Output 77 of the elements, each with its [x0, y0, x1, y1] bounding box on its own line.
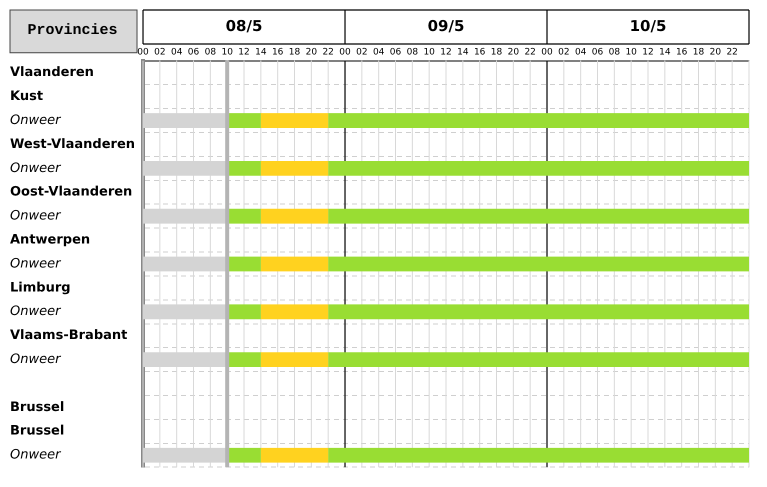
x-tick-label: 20: [306, 48, 318, 58]
y-tick-label: Oost-Vlaanderen: [10, 184, 132, 200]
x-tick-label: 22: [322, 48, 334, 58]
x-tick-label: 10: [625, 48, 638, 58]
x-tick-label: 08: [204, 48, 216, 58]
bar: [328, 352, 749, 368]
x-tick-label: 02: [356, 48, 368, 58]
x-tick-label: 14: [659, 48, 671, 58]
x-tick-label: 16: [474, 48, 486, 58]
bar: [328, 256, 749, 272]
x-tick-label: 00: [339, 48, 352, 58]
x-tick-label: 06: [188, 48, 200, 58]
bar: [328, 448, 749, 463]
x-tick-label: 06: [390, 48, 402, 58]
x-tick-label: 20: [710, 48, 722, 58]
x-tick-label: 12: [642, 48, 654, 58]
x-tick-label: 20: [508, 48, 520, 58]
y-tick-label: West-Vlaanderen: [10, 136, 136, 152]
bar: [260, 448, 328, 463]
text: 08/5: [226, 16, 262, 35]
x-tick-label: 22: [524, 48, 536, 58]
y-tick-label: Brussel: [10, 400, 64, 415]
x-tick-label: 18: [490, 48, 503, 58]
x-tick-label: 00: [137, 48, 150, 58]
y-tick-label: Vlaanderen: [10, 65, 94, 80]
bar: [328, 160, 749, 176]
y-tick-label: Onweer: [10, 112, 62, 128]
bar: [227, 352, 261, 368]
y-tick-label: Antwerpen: [10, 232, 90, 248]
x-tick-label: 06: [592, 48, 604, 58]
text: 10/5: [630, 16, 666, 35]
y-tick-label: Onweer: [10, 208, 62, 224]
y-tick-label: Kust: [10, 89, 44, 104]
x-tick-label: 18: [692, 48, 704, 58]
x-tick-label: 04: [574, 48, 587, 58]
bar: [328, 113, 749, 128]
bar: [260, 352, 328, 368]
bar: [227, 448, 261, 463]
bar: [260, 160, 328, 176]
x-tick-label: 10: [423, 48, 436, 58]
y-tick-label: Onweer: [10, 304, 62, 320]
bar: [227, 208, 261, 224]
bar: [227, 256, 261, 272]
bar: [328, 208, 749, 224]
y-tick-label: Brussel: [10, 424, 64, 439]
x-tick-label: 12: [440, 48, 452, 58]
x-tick-label: 00: [541, 48, 554, 58]
x-tick-label: 22: [726, 48, 738, 58]
x-tick-label: 18: [288, 48, 301, 58]
bar: [227, 304, 261, 320]
y-tick-label: Onweer: [10, 448, 62, 463]
x-tick-label: 08: [406, 48, 418, 58]
x-tick-label: 10: [221, 48, 234, 58]
x-tick-label: 02: [558, 48, 570, 58]
y-tick-label: Onweer: [10, 160, 62, 176]
x-tick-label: 12: [238, 48, 250, 58]
bar: [260, 113, 328, 128]
text: 09/5: [428, 16, 464, 35]
bar: [227, 113, 261, 128]
x-tick-label: 02: [154, 48, 166, 58]
bar: [260, 256, 328, 272]
y-tick-label: Onweer: [10, 256, 62, 272]
y-tick-label: Vlaams-Brabant: [10, 328, 128, 344]
x-tick-label: 04: [372, 48, 385, 58]
x-tick-label: 16: [272, 48, 284, 58]
bar: [227, 160, 261, 176]
x-tick-label: 14: [457, 48, 469, 58]
bar: [260, 304, 328, 320]
y-axis-title: Provincies: [28, 22, 118, 40]
bar: [260, 208, 328, 224]
y-tick-label: Onweer: [10, 352, 62, 367]
bar: [328, 304, 749, 320]
x-tick-label: 08: [608, 48, 620, 58]
y-tick-label: Limburg: [10, 280, 71, 296]
x-tick-label: 04: [170, 48, 183, 58]
x-tick-label: 16: [676, 48, 688, 58]
x-tick-label: 14: [255, 48, 267, 58]
